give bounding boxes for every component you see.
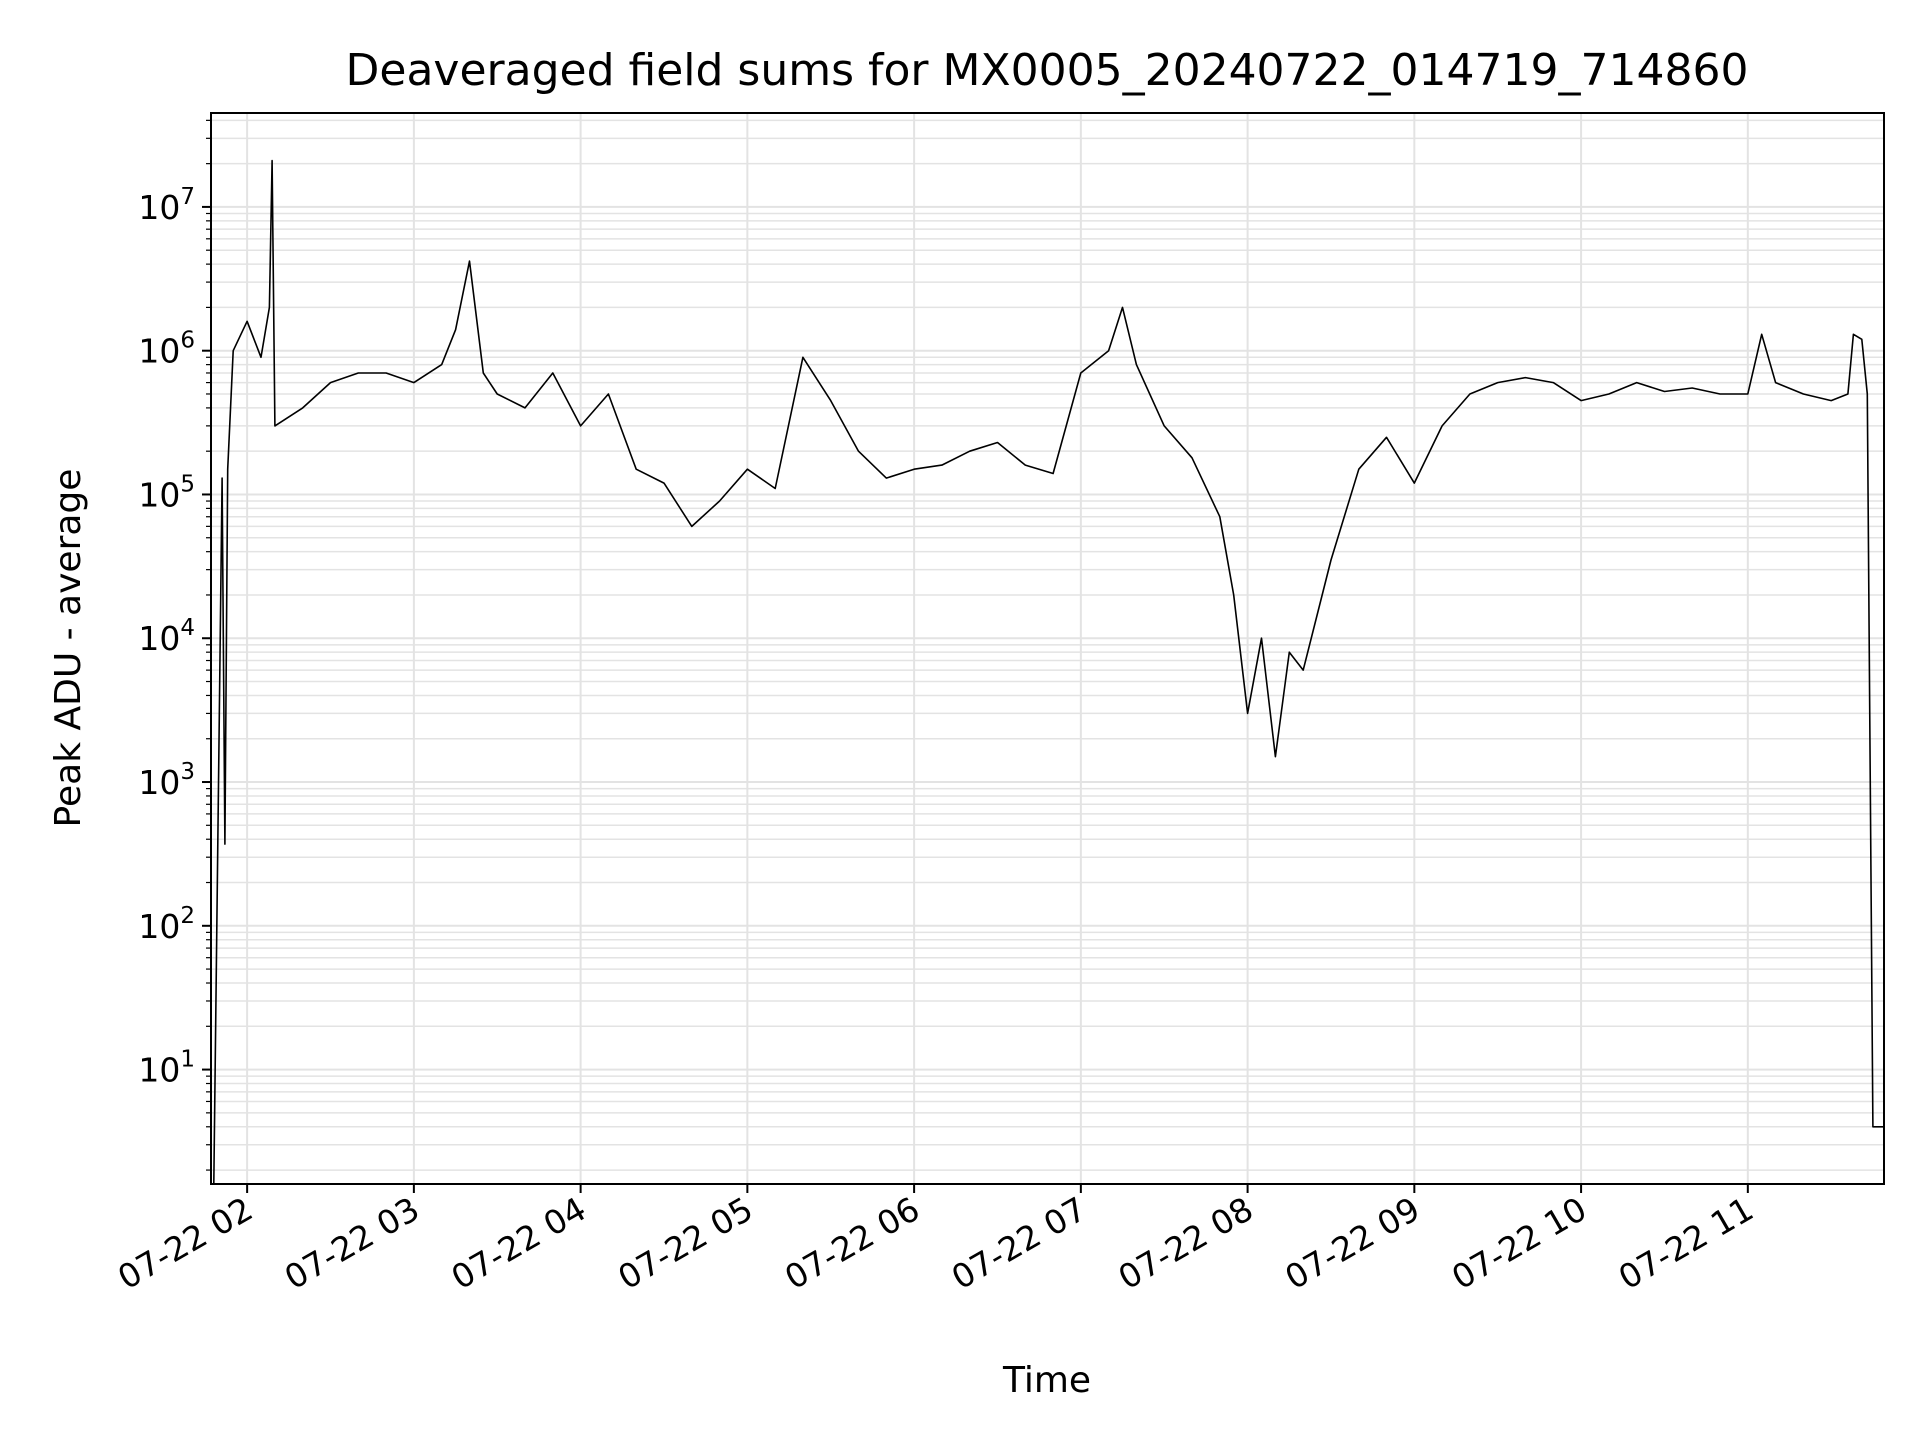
y-tick-label: 107 — [138, 184, 195, 227]
plot-frame — [210, 112, 1885, 1185]
grid — [211, 113, 1884, 1184]
x-axis-label: Time — [1002, 1360, 1091, 1401]
chart-title: Deaveraged field sums for MX0005_2024072… — [346, 45, 1749, 96]
y-tick-label: 105 — [138, 471, 195, 514]
y-tick-label: 102 — [138, 903, 195, 946]
y-tick-label: 101 — [138, 1047, 195, 1090]
y-tick-label: 106 — [138, 328, 195, 371]
y-tick-label: 104 — [138, 615, 195, 658]
series-line — [213, 159, 1884, 1184]
y-axis-label: Peak ADU - average — [48, 469, 89, 828]
y-tick-label: 103 — [138, 759, 195, 802]
series-group — [213, 159, 1884, 1184]
